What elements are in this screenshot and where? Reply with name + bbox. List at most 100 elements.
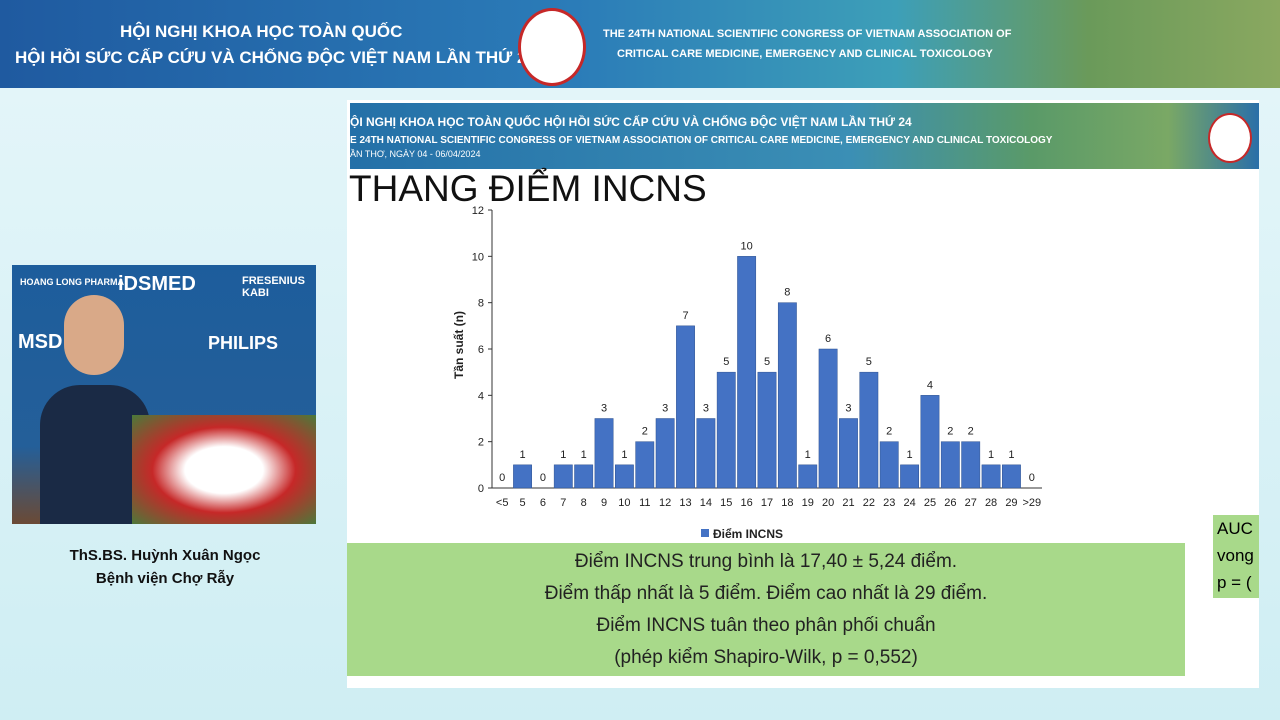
value-label: 5 [723,356,729,368]
sponsor: MSD [18,331,63,353]
legend-label: Điểm INCNS [713,527,783,541]
value-label: 1 [805,449,811,461]
value-label: 1 [581,449,587,461]
value-label: 8 [784,287,790,299]
bar [574,464,594,489]
x-tick-label: 16 [741,497,753,509]
value-label: 2 [947,426,953,438]
speaker-name: ThS.BS. Huỳnh Xuân Ngọc [69,547,261,564]
slide: ỘI NGHỊ KHOA HỌC TOÀN QUỐC HỘI HỒI SỨC C… [347,100,1259,688]
slide-header-text: ẦN THƠ, NGÀY 04 - 06/04/2024 [350,149,481,159]
side-box: AUC vong p = ( [1213,515,1259,598]
bar [513,464,532,489]
bar [594,418,614,489]
bar [737,256,757,489]
x-tick-label: 12 [659,497,671,509]
banner-subtitle: THE 24TH NATIONAL SCIENTIFIC CONGRESS OF… [603,28,1012,40]
value-label: 2 [886,426,892,438]
x-tick-label: 21 [842,497,854,509]
x-tick-label: 25 [924,497,936,509]
bar [696,418,716,489]
value-label: 7 [682,310,688,322]
x-tick-label: 19 [802,497,814,509]
speaker-affiliation: Bệnh viện Chợ Rẫy [95,570,235,587]
bar [1002,464,1021,489]
value-label: 2 [968,426,974,438]
summary-box: Điểm INCNS trung bình là 17,40 ± 5,24 đi… [347,543,1185,676]
logo [518,8,586,86]
x-tick-label: 17 [761,497,773,509]
slide-title: THANG ĐIỂM INCNS [349,168,707,209]
bar [676,325,695,489]
x-tick-label: 18 [781,497,793,509]
side-text: AUC [1217,519,1253,538]
sponsor: PHILIPS [208,333,279,353]
value-label: 1 [988,449,994,461]
bar [940,441,960,489]
y-tick-label: 4 [478,390,484,402]
y-tick-label: 0 [478,483,484,495]
speaker-head [64,295,124,375]
value-label: 3 [703,403,709,415]
value-label: 10 [741,240,753,252]
value-label: 1 [907,449,913,461]
slide-header-text: E 24TH NATIONAL SCIENTIFIC CONGRESS OF V… [350,135,1053,146]
bar [981,464,1001,489]
bar [655,418,675,489]
value-label: 3 [662,403,668,415]
value-label: 1 [560,449,566,461]
value-label: 1 [621,449,627,461]
x-tick-label: 23 [883,497,895,509]
x-tick-label: 11 [639,497,650,509]
y-tick-label: 12 [472,205,484,217]
flowers [132,415,316,524]
bar [859,371,879,489]
value-label: 3 [601,403,607,415]
x-tick-label: 6 [540,497,546,509]
value-label: 1 [519,449,525,461]
summary-line: (phép kiểm Shapiro-Wilk, p = 0,552) [614,647,918,668]
summary-line: Điểm INCNS trung bình là 17,40 ± 5,24 đi… [574,551,958,572]
value-label: 0 [1029,472,1035,484]
value-label: 5 [764,356,770,368]
banner-subtitle: CRITICAL CARE MEDICINE, EMERGENCY AND CL… [617,48,993,60]
summary-line: Điểm INCNS tuân theo phân phối chuẩn [596,615,936,636]
sponsor: FRESENIUS KABI [242,275,305,299]
value-label: 0 [540,472,546,484]
slide-header-text: ỘI NGHỊ KHOA HỌC TOÀN QUỐC HỘI HỒI SỨC C… [350,115,912,129]
y-tick-label: 6 [478,344,484,356]
bar [614,464,634,489]
x-tick-label: 10 [618,497,630,509]
y-tick-label: 10 [472,251,484,263]
value-label: 2 [642,426,648,438]
x-tick-label: 14 [700,497,712,509]
bar [553,464,573,489]
speaker-video: HOANG LONG PHARMA iDSMED FRESENIUS KABI … [12,265,316,524]
x-tick-label: 22 [863,497,875,509]
x-tick-label: 26 [944,497,956,509]
x-tick-label: 24 [903,497,915,509]
bar [635,441,655,489]
bar [900,464,920,489]
x-tick-label: 27 [965,497,977,509]
x-tick-label: 15 [720,497,732,509]
y-tick-label: 8 [478,298,484,310]
legend-swatch [701,529,709,537]
slide-header: ỘI NGHỊ KHOA HỌC TOÀN QUỐC HỘI HỒI SỨC C… [350,103,1259,169]
bar [777,302,797,489]
banner-title: HỘI NGHỊ KHOA HỌC TOÀN QUỐC [120,22,403,41]
value-label: 3 [845,403,851,415]
x-tick-label: 7 [560,497,566,509]
x-tick-label: 8 [581,497,587,509]
bar [839,418,858,489]
banner-title: HỘI HỒI SỨC CẤP CỨU VÀ CHỐNG ĐỘC VIỆT NA… [15,48,536,67]
sponsor: iDSMED [118,273,196,295]
summary-line: Điểm thấp nhất là 5 điểm. Điểm cao nhất … [544,583,988,604]
banner: HỘI NGHỊ KHOA HỌC TOÀN QUỐC HỘI HỒI SỨC … [0,0,1280,88]
value-label: 5 [866,356,872,368]
bar [879,441,899,489]
value-label: 0 [499,472,505,484]
logo [1208,113,1252,163]
